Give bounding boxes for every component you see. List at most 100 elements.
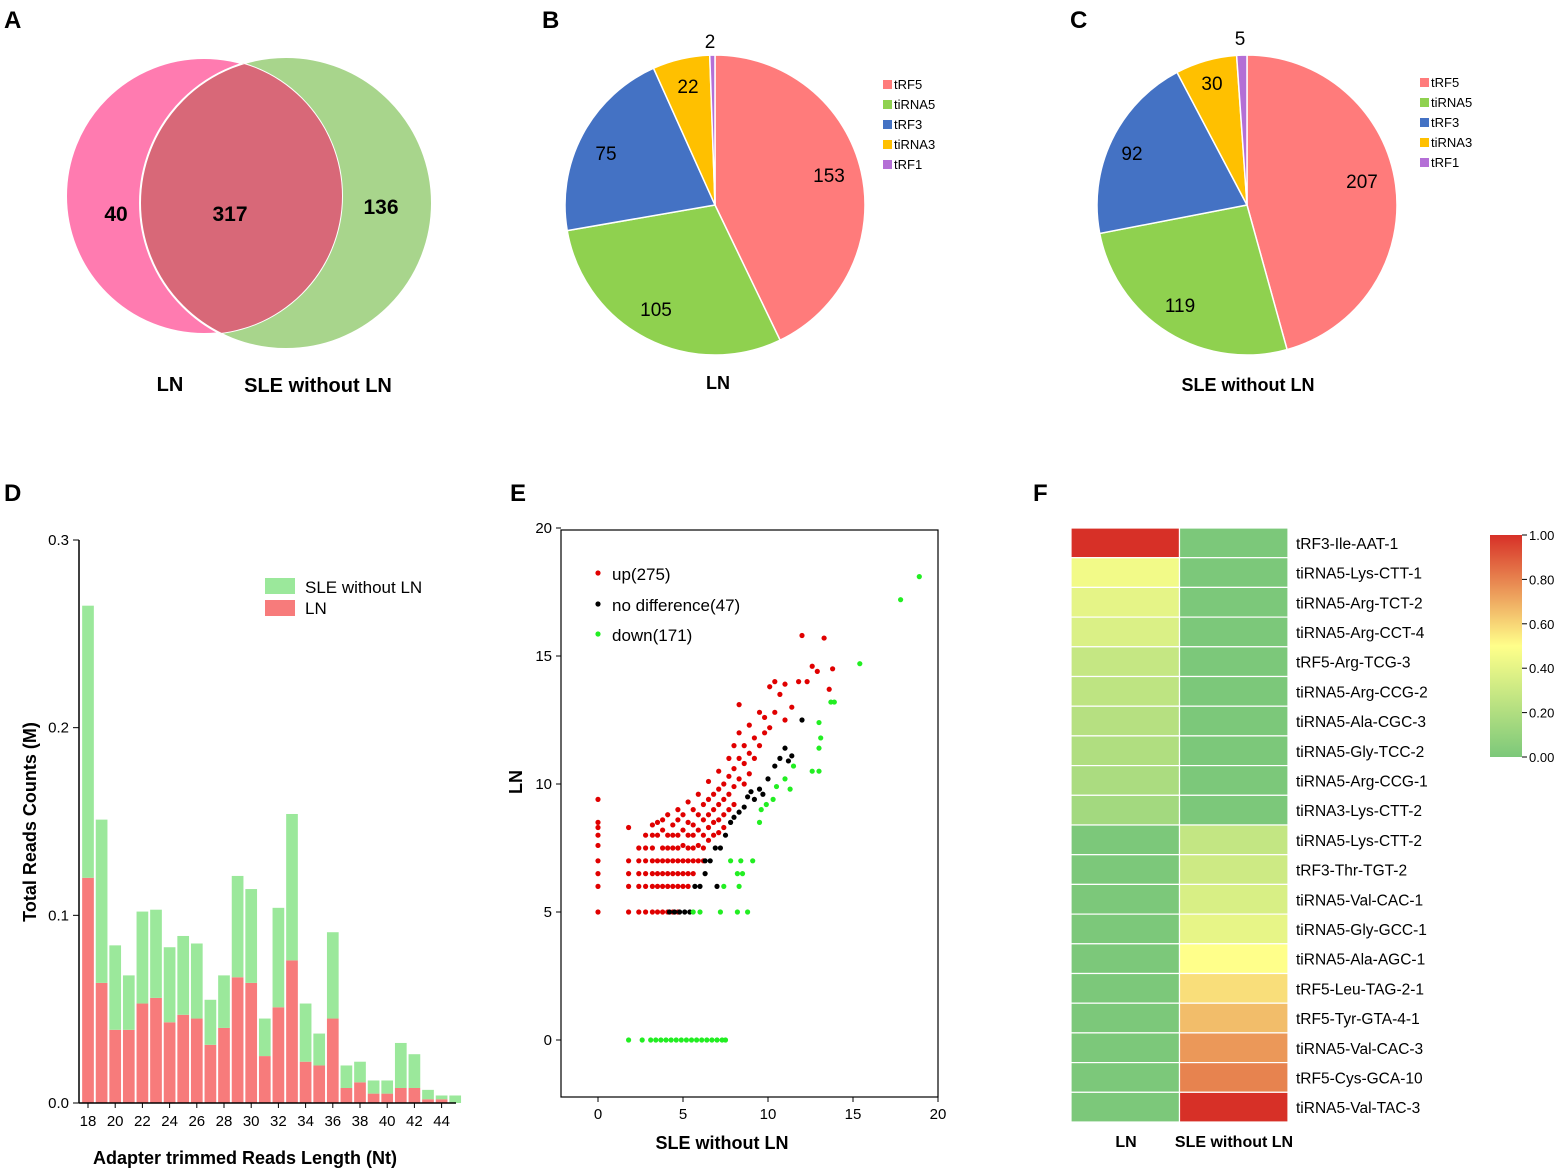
bar-sle-34	[299, 1003, 312, 1062]
point-up	[716, 817, 722, 823]
pie-ln-title: LN	[706, 373, 730, 393]
heatmap-cell	[1178, 1061, 1289, 1093]
point-up	[700, 832, 707, 838]
panel-e: E 0 5 10 15 20 0 5 10 15 20 LN SLE without LN up(…	[506, 480, 946, 1153]
bar-sle-24	[163, 947, 176, 1023]
point-up	[675, 807, 681, 813]
colorbar-tick-label: 0.00	[1529, 750, 1554, 765]
point-nodiff	[666, 909, 673, 915]
heatmap-col-ln: LN	[1115, 1134, 1136, 1151]
point-up	[830, 666, 836, 672]
point-down	[678, 1037, 684, 1043]
point-up	[690, 822, 696, 828]
panel-label-c: C	[1070, 7, 1087, 34]
point-down	[704, 1037, 710, 1043]
scatter-x-label: SLE without LN	[656, 1133, 789, 1153]
point-up	[595, 883, 601, 890]
heatmap-cell	[1070, 972, 1181, 1004]
point-down	[816, 768, 822, 774]
scatter-points	[595, 574, 922, 1043]
point-down	[857, 661, 863, 667]
venn-label-ln: LN	[157, 374, 184, 396]
point-up	[660, 909, 666, 915]
point-nodiff	[702, 858, 708, 864]
scatter-frame	[560, 529, 939, 1098]
x-tick-label: 20	[107, 1113, 124, 1130]
point-down	[694, 1037, 700, 1043]
heatmap-cell	[1070, 1002, 1181, 1034]
point-nodiff	[682, 909, 688, 915]
heatmap-cell	[1178, 943, 1289, 975]
panel-c: C 207 119 92 30 5 SLE without LN tRF5 ti…	[1070, 7, 1472, 395]
x-tick-label: 10	[760, 1106, 777, 1123]
point-up	[741, 760, 747, 767]
bar-sle-43	[422, 1089, 434, 1100]
point-down	[673, 1037, 679, 1043]
heatmap-row-label: tRF3-Ile-AAT-1	[1296, 536, 1398, 553]
bar-ln-35	[313, 1065, 326, 1103]
heatmap-cell	[1178, 527, 1289, 559]
point-up	[670, 858, 676, 864]
bar-sle-38	[354, 1061, 366, 1083]
point-down	[831, 699, 837, 705]
heatmap-cell	[1070, 675, 1181, 707]
heatmap-cell	[1070, 616, 1181, 648]
point-up	[636, 845, 642, 851]
x-tick-label: 22	[134, 1113, 151, 1130]
bar-sle-39	[367, 1080, 380, 1094]
point-up	[685, 845, 691, 851]
point-up	[767, 725, 773, 731]
legend-dot-down	[595, 631, 601, 637]
point-down	[690, 909, 696, 915]
point-down	[663, 1037, 669, 1043]
legend-label-tirna3: tiRNA3	[894, 137, 935, 152]
bar-sle-40	[381, 1080, 394, 1094]
point-up	[721, 781, 727, 787]
point-up	[660, 883, 666, 890]
point-down	[750, 858, 756, 864]
bar-ln-38	[354, 1082, 366, 1103]
point-up	[670, 871, 676, 877]
point-up	[762, 714, 768, 721]
bar-ln-41	[394, 1087, 407, 1103]
point-up	[716, 768, 722, 774]
x-tick-label: 5	[679, 1106, 687, 1123]
legend-dot-up	[595, 570, 601, 576]
bar-ln-19	[95, 982, 108, 1103]
bar-ln-37	[340, 1087, 353, 1103]
point-down	[770, 796, 776, 802]
x-tick-label: 24	[161, 1113, 178, 1130]
point-up	[705, 796, 712, 802]
point-nodiff	[748, 789, 754, 795]
pie-slice-trf3	[564, 67, 717, 232]
point-up	[675, 883, 681, 890]
point-up	[736, 730, 742, 736]
point-up	[626, 909, 632, 915]
bar-sle-28	[218, 975, 230, 1028]
point-up	[654, 871, 661, 877]
bar-sle-35	[313, 1033, 326, 1066]
legend-swatch-trf3	[883, 120, 892, 129]
point-down	[790, 763, 797, 769]
panel-label-d: D	[4, 480, 21, 507]
point-up	[826, 686, 832, 692]
bar-sle-19	[95, 819, 108, 983]
y-tick-label: 0.2	[48, 720, 69, 737]
point-up	[767, 684, 773, 690]
point-up	[680, 842, 686, 849]
point-up	[736, 776, 742, 782]
heatmap-cell	[1178, 883, 1289, 915]
heatmap-cell	[1070, 943, 1181, 975]
heatmap-cell	[1070, 794, 1181, 826]
point-nodiff	[785, 758, 792, 764]
point-down	[709, 1037, 715, 1043]
bar-ln-31	[258, 1056, 271, 1103]
legend-label-trf3: tRF3	[894, 117, 922, 132]
point-up	[654, 909, 661, 915]
bar-sle-23	[150, 909, 162, 998]
point-nodiff	[760, 791, 766, 797]
heatmap-cell	[1070, 1032, 1181, 1064]
point-up	[731, 801, 737, 808]
heatmap-cell	[1178, 764, 1289, 796]
